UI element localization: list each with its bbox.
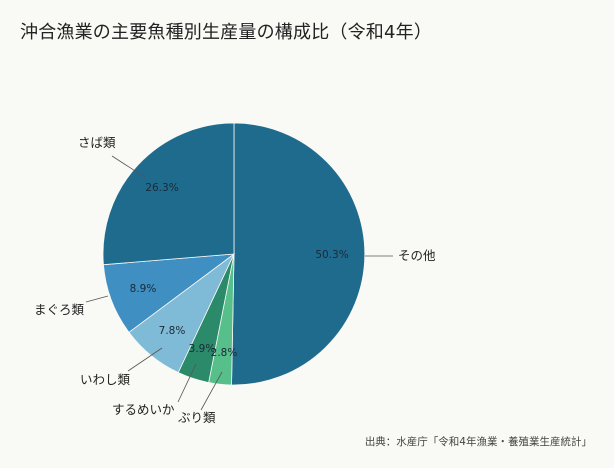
category-label-3: するめいか (112, 402, 175, 417)
percent-label-3: 3.9% (189, 343, 216, 355)
category-label-1: その他 (398, 248, 436, 263)
percent-label-5: 8.9% (130, 283, 157, 295)
leader-line-2 (200, 371, 223, 411)
pie-slice-1 (231, 122, 366, 386)
category-label-5: まぐろ類 (34, 302, 85, 317)
percent-label-1: 50.3% (315, 249, 348, 261)
pie-percent-labels: 50.3% 2.8%3.9%7.8% 8.9% 26.3% (130, 182, 349, 359)
pie-slice-6 (102, 122, 235, 266)
pie-leader-lines (85, 155, 393, 411)
leader-line-5 (85, 295, 109, 303)
pie-slices (102, 122, 366, 386)
leader-line-3 (177, 363, 197, 403)
source-note: 出典：水産庁「令和4年漁業・養殖業生産統計」 (364, 436, 592, 448)
leader-line-4 (127, 347, 163, 372)
percent-label-6: 26.3% (145, 182, 178, 194)
category-label-6: さば類 (78, 135, 116, 150)
percent-label-2: 2.8% (211, 347, 238, 359)
leader-line-6 (111, 155, 147, 179)
chart-title: 沖合漁業の主要魚種別生産量の構成比（令和4年） (20, 22, 433, 43)
percent-label-4: 7.8% (159, 325, 186, 337)
category-label-2: ぶり類 (178, 410, 216, 425)
category-label-4: いわし類 (80, 372, 131, 387)
